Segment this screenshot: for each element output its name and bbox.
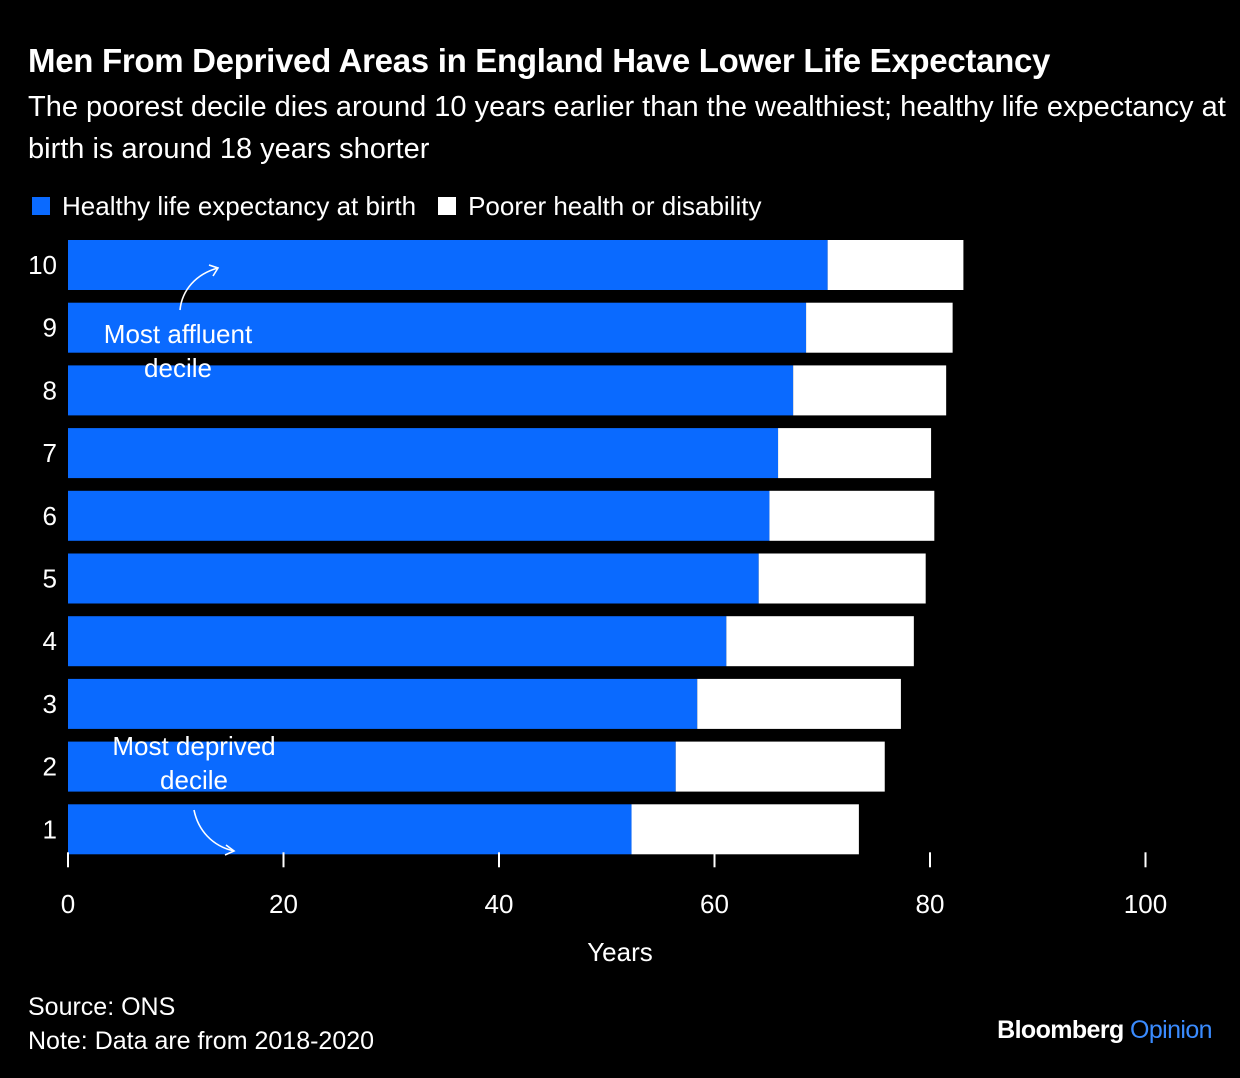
y-tick-label-7: 7 (43, 438, 57, 468)
chart-subtitle: The poorest decile dies around 10 years … (28, 91, 1226, 165)
y-tick-label-9: 9 (43, 313, 57, 343)
annotation-deprived-arrowhead-icon (224, 844, 236, 856)
bar-healthy-decile-10 (68, 240, 828, 290)
bar-poorer-decile-6 (769, 490, 935, 541)
x-tick-label-100: 100 (1124, 889, 1167, 919)
bar-poorer-decile-1 (631, 804, 859, 855)
bar-healthy-decile-2 (68, 741, 676, 792)
annotation-affluent-arrow-icon (179, 267, 219, 311)
bar-poorer-decile-2 (675, 741, 885, 792)
y-tick-label-2: 2 (43, 752, 57, 782)
bar-poorer-decile-4 (726, 616, 914, 667)
bar-poorer-decile-9 (806, 302, 953, 353)
annotation-affluent-line-1: Most affluent (104, 319, 253, 349)
bar-poorer-decile-7 (778, 428, 932, 479)
annotation-affluent-line-2: decile (144, 353, 212, 383)
bar-healthy-decile-9 (68, 302, 807, 353)
x-axis-label: Years (587, 937, 653, 967)
bar-poorer-decile-3 (697, 678, 901, 729)
chart-title: Men From Deprived Areas in England Have … (28, 42, 1051, 79)
bar-healthy-decile-1 (68, 804, 632, 855)
y-tick-label-5: 5 (43, 564, 57, 594)
bar-poorer-decile-5 (758, 553, 926, 604)
y-tick-label-10: 10 (28, 250, 57, 280)
y-tick-label-4: 4 (43, 626, 57, 656)
x-tick-label-80: 80 (916, 889, 945, 919)
bar-healthy-decile-7 (68, 428, 779, 479)
legend-item-poorer: Poorer health or disability (438, 186, 761, 226)
x-tick-label-60: 60 (700, 889, 729, 919)
bar-healthy-decile-8 (68, 365, 794, 416)
y-tick-label-6: 6 (43, 501, 57, 531)
bar-healthy-decile-5 (68, 553, 759, 604)
annotation-deprived-line-2: decile (160, 765, 228, 795)
legend-item-healthy: Healthy life expectancy at birth (32, 186, 416, 226)
brand-name: Bloomberg (997, 1016, 1124, 1044)
bar-poorer-decile-8 (793, 365, 947, 416)
legend: Healthy life expectancy at birth Poorer … (32, 186, 783, 226)
y-tick-label-3: 3 (43, 689, 57, 719)
annotation-deprived-line-1: Most deprived (112, 731, 275, 761)
x-tick-label-0: 0 (61, 889, 75, 919)
chart-footer: Source: ONS Note: Data are from 2018-202… (28, 990, 374, 1058)
legend-swatch-healthy (32, 197, 50, 215)
brand-logo: Bloomberg Opinion (997, 1016, 1212, 1045)
source-text: Source: ONS (28, 993, 176, 1021)
x-tick-label-40: 40 (485, 889, 514, 919)
annotation-deprived-arrow-icon (193, 809, 235, 852)
legend-swatch-poorer (438, 197, 457, 215)
x-tick-label-20: 20 (269, 889, 298, 919)
legend-label-healthy: Healthy life expectancy at birth (62, 191, 417, 221)
bar-healthy-decile-6 (68, 490, 770, 541)
bar-healthy-decile-4 (68, 616, 727, 667)
note-text: Note: Data are from 2018-2020 (28, 1027, 375, 1055)
y-tick-label-1: 1 (43, 814, 57, 844)
brand-section: Opinion (1130, 1016, 1213, 1044)
y-tick-label-8: 8 (43, 375, 57, 405)
legend-label-poorer: Poorer health or disability (468, 191, 762, 221)
bar-healthy-decile-3 (68, 678, 698, 729)
bar-poorer-decile-10 (827, 240, 964, 290)
annotation-affluent-arrowhead-icon (208, 264, 220, 277)
